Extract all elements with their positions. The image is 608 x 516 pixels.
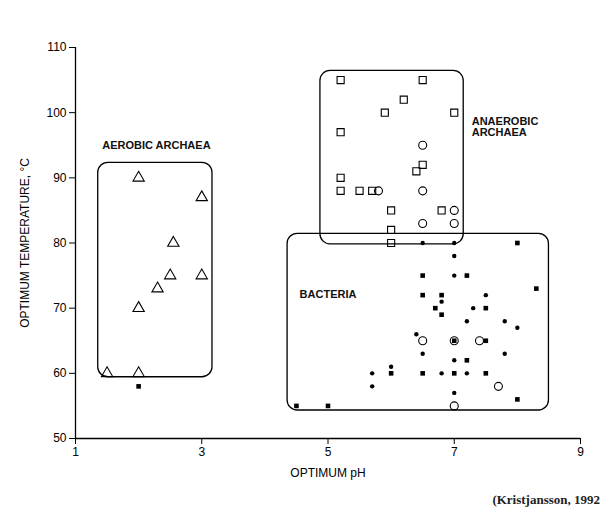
svg-text:ANAEROBICARCHAEA: ANAEROBICARCHAEA — [472, 115, 539, 138]
svg-text:OPTIMUM pH: OPTIMUM pH — [290, 466, 365, 480]
svg-text:50: 50 — [53, 431, 67, 445]
svg-text:110: 110 — [47, 40, 66, 54]
svg-text:AEROBIC ARCHAEA: AEROBIC ARCHAEA — [102, 139, 210, 151]
svg-text:90: 90 — [53, 171, 67, 185]
svg-text:1: 1 — [72, 445, 79, 459]
svg-text:100: 100 — [46, 106, 66, 120]
svg-text:7: 7 — [451, 445, 458, 459]
svg-text:60: 60 — [53, 366, 67, 380]
svg-text:3: 3 — [198, 445, 205, 459]
svg-text:OPTIMUM TEMPERATURE, °C: OPTIMUM TEMPERATURE, °C — [18, 158, 32, 328]
html-text:(Kristjansson, 1992: (Kristjansson, 1992 — [492, 492, 600, 507]
svg-text:80: 80 — [53, 236, 67, 250]
svg-text:9: 9 — [577, 445, 584, 459]
svg-text:BACTERIA: BACTERIA — [300, 288, 357, 300]
svg-text:5: 5 — [325, 445, 332, 459]
svg-text:70: 70 — [53, 301, 67, 315]
